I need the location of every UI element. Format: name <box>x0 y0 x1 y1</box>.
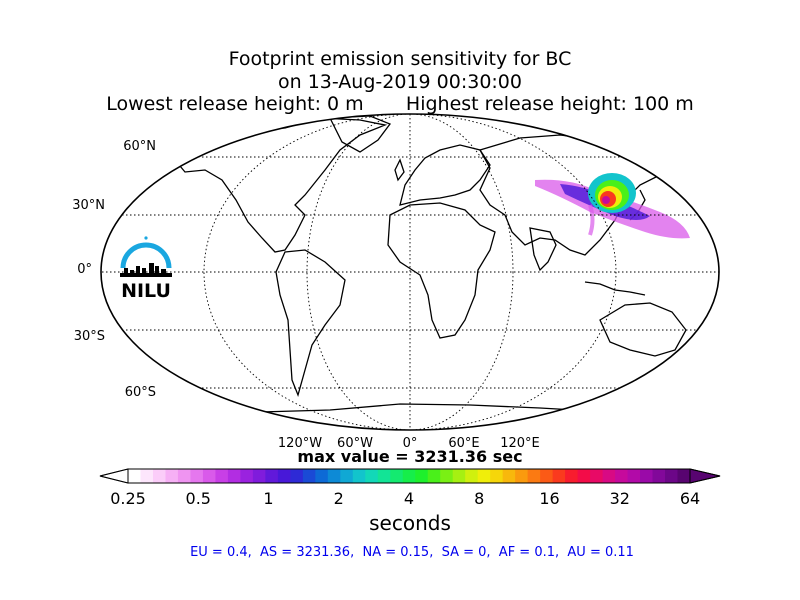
colorbar-segment <box>477 469 491 483</box>
colorbar-tick-label: 2 <box>333 489 344 508</box>
lon-label-120e: 120°E <box>500 436 540 451</box>
colorbar-tick-label: 1 <box>263 489 274 508</box>
colorbar-tick-label: 8 <box>474 489 485 508</box>
colorbar-label: seconds <box>369 511 451 535</box>
colorbar-segment <box>140 469 154 483</box>
colorbar-segment <box>627 469 641 483</box>
colorbar-segment <box>427 469 441 483</box>
max-value: max value = 3231.36 sec <box>297 447 523 466</box>
lon-label-0: 0° <box>402 436 418 451</box>
coastlines <box>174 115 687 426</box>
colorbar-segment <box>302 469 316 483</box>
colorbar-segment <box>365 469 379 483</box>
colorbar-segment <box>390 469 404 483</box>
colorbar-segment <box>465 469 479 483</box>
lat-label-30n: 30°N <box>72 198 105 213</box>
colorbar-segment <box>352 469 366 483</box>
title-line-2: on 13-Aug-2019 00:30:00 <box>277 71 522 93</box>
colorbar-segment <box>565 469 579 483</box>
colorbar <box>99 468 721 484</box>
colorbar-tick-label: 0.25 <box>110 489 146 508</box>
colorbar-segment <box>665 469 679 483</box>
colorbar-segment <box>177 469 191 483</box>
colorbar-segment <box>265 469 279 483</box>
colorbar-segment <box>402 469 416 483</box>
colorbar-border <box>99 468 721 484</box>
colorbar-segment <box>615 469 629 483</box>
colorbar-segment <box>502 469 516 483</box>
colorbar-segment <box>277 469 291 483</box>
colorbar-segment <box>202 469 216 483</box>
colorbar-segment <box>515 469 529 483</box>
colorbar-segment <box>640 469 654 483</box>
colorbar-tick-label: 16 <box>539 489 560 508</box>
colorbar-segment <box>190 469 204 483</box>
colorbar-segment <box>315 469 329 483</box>
colorbar-segment <box>377 469 391 483</box>
colorbar-min-extend <box>99 468 129 484</box>
lon-label-120w: 120°W <box>277 436 323 451</box>
lon-label-60w: 60°W <box>337 436 373 451</box>
footprint-plume <box>535 173 690 239</box>
colorbar-segment <box>227 469 241 483</box>
colorbar-segment <box>677 469 691 483</box>
colorbar-segment <box>415 469 429 483</box>
lat-label-60s: 60°S <box>124 385 156 400</box>
colorbar-segment <box>165 469 179 483</box>
colorbar-segment <box>152 469 166 483</box>
region-summary: EU = 0.4, AS = 3231.36, NA = 0.15, SA = … <box>190 545 634 560</box>
logo-text: NILU <box>121 280 171 302</box>
title-line-3: Lowest release height: 0 m Highest relea… <box>106 93 694 115</box>
lon-label-60e: 60°E <box>448 436 480 451</box>
colorbar-segment <box>215 469 229 483</box>
colorbar-segment <box>652 469 666 483</box>
colorbar-segment <box>540 469 554 483</box>
colorbar-segment <box>452 469 466 483</box>
colorbar-segment <box>527 469 541 483</box>
colorbar-segment <box>128 469 141 483</box>
colorbar-segment <box>577 469 591 483</box>
colorbar-segment <box>327 469 341 483</box>
colorbar-tick-label: 0.5 <box>185 489 211 508</box>
lat-label-0: 0° <box>77 262 92 277</box>
map-boundary <box>100 113 720 431</box>
title-line-1: Footprint emission sensitivity for BC <box>228 48 572 70</box>
colorbar-segment <box>252 469 266 483</box>
colorbar-segment <box>552 469 566 483</box>
colorbar-segment <box>240 469 254 483</box>
colorbar-segment <box>340 469 354 483</box>
lat-label-60n: 60°N <box>123 139 156 154</box>
colorbar-segment <box>602 469 616 483</box>
nilu-logo: NILU <box>116 232 176 304</box>
lat-label-30s: 30°S <box>73 329 105 344</box>
colorbar-tick-label: 32 <box>609 489 630 508</box>
colorbar-tick-label: 4 <box>403 489 415 508</box>
colorbar-segment <box>490 469 504 483</box>
colorbar-segment <box>590 469 604 483</box>
colorbar-tick-label: 64 <box>679 489 701 508</box>
colorbar-max-extend <box>689 468 721 484</box>
graticule <box>101 114 719 430</box>
colorbar-segment <box>290 469 304 483</box>
colorbar-segment <box>440 469 454 483</box>
